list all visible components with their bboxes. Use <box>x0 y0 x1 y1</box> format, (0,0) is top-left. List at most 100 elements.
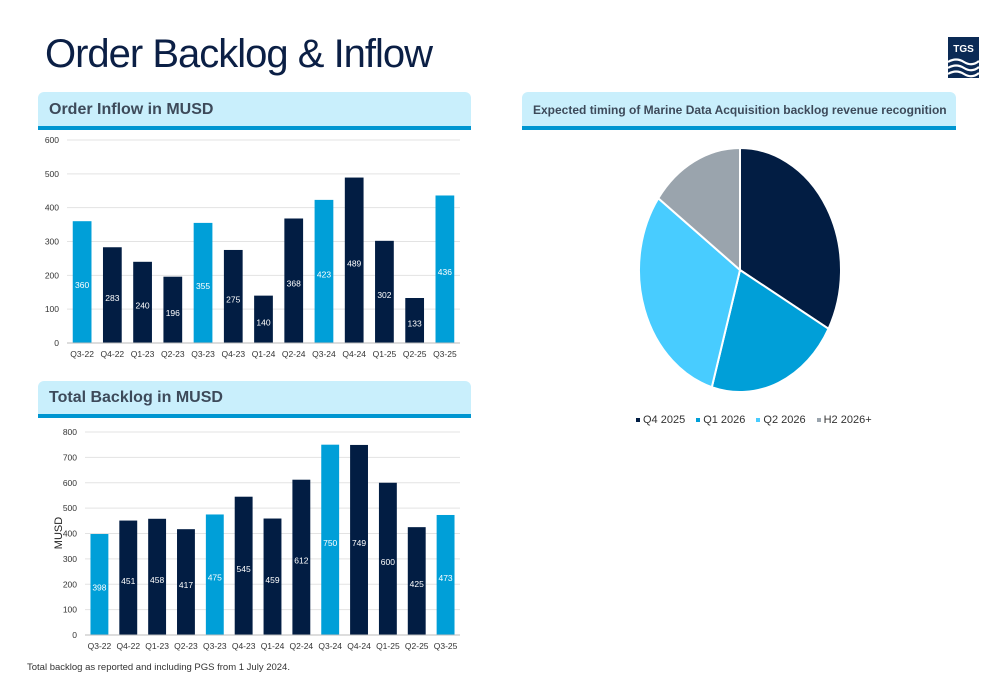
inflow-y-tick: 300 <box>45 237 59 247</box>
page-title: Order Backlog & Inflow <box>45 32 433 76</box>
inflow-data-label: 360 <box>75 280 89 290</box>
backlog-data-label: 451 <box>121 576 135 586</box>
inflow-y-tick: 600 <box>45 135 59 145</box>
backlog-data-label: 458 <box>150 575 164 585</box>
pie-slice-q4-2025 <box>739 146 842 331</box>
inflow-bar <box>314 199 334 343</box>
backlog-x-tick: Q3-22 <box>88 641 112 651</box>
backlog-y-axis-label: MUSD <box>53 517 65 549</box>
inflow-bar <box>375 240 394 343</box>
legend-marker <box>636 418 640 423</box>
backlog-x-tick: Q2-25 <box>405 641 429 651</box>
backlog-bar <box>177 529 195 635</box>
backlog-data-label: 545 <box>237 564 251 574</box>
inflow-x-tick: Q2-25 <box>403 349 427 359</box>
inflow-x-tick: Q3-22 <box>70 349 94 359</box>
inflow-x-tick: Q4-24 <box>342 349 366 359</box>
backlog-bar <box>234 496 253 635</box>
legend-marker <box>756 418 761 423</box>
backlog-data-label: 750 <box>323 538 337 548</box>
backlog-y-tick: 500 <box>63 503 77 513</box>
inflow-y-tick: 500 <box>45 169 59 179</box>
backlog-bar <box>350 444 368 635</box>
inflow-data-label: 368 <box>287 279 301 289</box>
inflow-x-tick: Q3-25 <box>433 349 457 359</box>
inflow-y-tick: 400 <box>45 203 59 213</box>
tgs-logo: TGS <box>948 37 979 78</box>
backlog-data-label: 473 <box>438 573 452 583</box>
inflow-bar <box>405 298 425 343</box>
backlog-x-tick: Q4-23 <box>232 641 256 651</box>
inflow-data-label: 423 <box>317 269 331 279</box>
backlog-x-tick: Q4-22 <box>116 641 140 651</box>
inflow-bar <box>72 221 92 343</box>
inflow-data-label: 133 <box>408 319 422 329</box>
backlog-data-label: 600 <box>381 557 395 567</box>
backlog-data-label: 398 <box>92 583 106 593</box>
inflow-x-tick: Q4-23 <box>221 349 245 359</box>
backlog-y-tick: 200 <box>63 579 77 589</box>
inflow-data-label: 436 <box>438 267 452 277</box>
backlog-y-tick: 600 <box>63 478 77 488</box>
backlog-bar <box>436 514 455 635</box>
backlog-data-label: 612 <box>294 555 308 565</box>
legend-item: Q2 2026 <box>756 414 806 426</box>
inflow-data-label: 302 <box>377 290 391 300</box>
backlog-x-tick: Q3-24 <box>318 641 342 651</box>
inflow-bar <box>435 195 455 343</box>
backlog-data-label: 475 <box>208 573 222 583</box>
backlog-data-label: 749 <box>352 538 366 548</box>
inflow-data-label: 275 <box>226 294 240 304</box>
backlog-bar <box>407 527 426 635</box>
backlog-x-tick: Q2-23 <box>174 641 198 651</box>
pie-slice-h2-2026- <box>657 146 741 273</box>
legend-label: H2 2026+ <box>823 414 872 426</box>
pie-legend: Q4 2025 Q1 2026 Q2 2026 H2 2026+ <box>636 414 872 426</box>
legend-item: Q1 2026 <box>696 414 745 426</box>
backlog-bar <box>148 518 167 635</box>
pie-slice-q1-2026 <box>710 268 830 393</box>
inflow-x-tick: Q1-25 <box>373 349 397 359</box>
backlog-bar <box>119 520 138 635</box>
backlog-y-tick: 400 <box>63 529 77 539</box>
inflow-data-label: 283 <box>105 293 119 303</box>
inflow-bar <box>163 276 183 343</box>
inflow-x-tick: Q4-22 <box>101 349 125 359</box>
inflow-x-tick: Q3-24 <box>312 349 336 359</box>
pie-slice-q2-2026 <box>638 196 742 389</box>
backlog-bar <box>263 518 282 635</box>
legend-marker <box>696 418 701 423</box>
inflow-bar <box>344 177 364 343</box>
backlog-x-tick: Q2-24 <box>290 641 314 651</box>
total-backlog-title: Total Backlog in MUSD <box>49 389 223 406</box>
legend-item: Q4 2025 <box>636 414 685 426</box>
pie-header: Expected timing of Marine Data Acquisiti… <box>522 92 956 130</box>
inflow-x-tick: Q3-23 <box>191 349 215 359</box>
inflow-bar <box>223 249 243 343</box>
inflow-y-tick: 200 <box>45 270 59 280</box>
inflow-bar <box>193 222 213 343</box>
backlog-y-tick: 300 <box>63 554 77 564</box>
backlog-data-label: 417 <box>179 580 193 590</box>
inflow-x-tick: Q1-24 <box>252 349 276 359</box>
inflow-x-tick: Q1-23 <box>131 349 155 359</box>
legend-item: H2 2026+ <box>816 414 872 426</box>
backlog-x-tick: Q1-25 <box>376 641 400 651</box>
total-backlog-header: Total Backlog in MUSD <box>38 381 471 418</box>
inflow-y-tick: 100 <box>45 304 59 314</box>
footnote: Total backlog as reported and including … <box>27 662 290 673</box>
backlog-bar <box>292 479 311 635</box>
legend-label: Q4 2025 <box>643 414 686 426</box>
inflow-bar <box>254 295 273 343</box>
inflow-bar <box>284 218 304 343</box>
inflow-data-label: 140 <box>256 317 270 327</box>
inflow-data-label: 489 <box>347 258 361 268</box>
legend-label: Q1 2026 <box>703 414 746 426</box>
backlog-x-tick: Q1-24 <box>261 641 285 651</box>
backlog-data-label: 459 <box>265 575 279 585</box>
inflow-bar <box>102 247 122 343</box>
backlog-x-tick: Q3-25 <box>434 641 458 651</box>
legend-marker <box>816 418 821 423</box>
backlog-bar <box>378 482 397 635</box>
